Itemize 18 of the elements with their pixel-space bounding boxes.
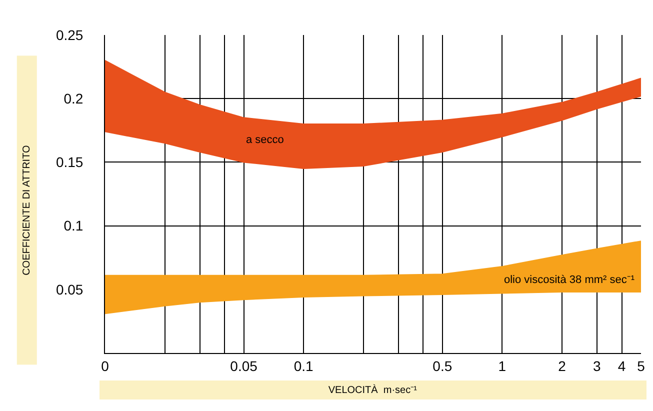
x-tick-label: 0: [101, 358, 110, 374]
x-tick-label: 5: [637, 358, 646, 374]
x-tick-label: 0.1: [294, 358, 314, 374]
y-tick-label: 0.15: [56, 154, 84, 170]
x-tick-label: 4: [618, 358, 626, 374]
series-label: a secco: [246, 134, 284, 146]
x-tick-label: 0.5: [432, 358, 452, 374]
y-axis-title: COEFFICIENTE DI ATTRITO: [21, 144, 32, 276]
y-tick-label: 0.05: [56, 281, 84, 298]
x-tick-label: 2: [558, 358, 566, 374]
y-tick-label: 0.2: [64, 90, 84, 106]
x-tick-label: 0.05: [230, 358, 258, 374]
series-label: olio viscosità 38 mm² sec⁻¹: [504, 274, 635, 286]
x-axis-title: VELOCITÀ m·sec⁻¹: [328, 384, 418, 396]
x-tick-label: 3: [593, 358, 602, 374]
y-tick-label: 0.25: [56, 26, 84, 43]
y-tick-label: 0.1: [64, 218, 84, 234]
x-tick-label: 1: [498, 358, 506, 374]
